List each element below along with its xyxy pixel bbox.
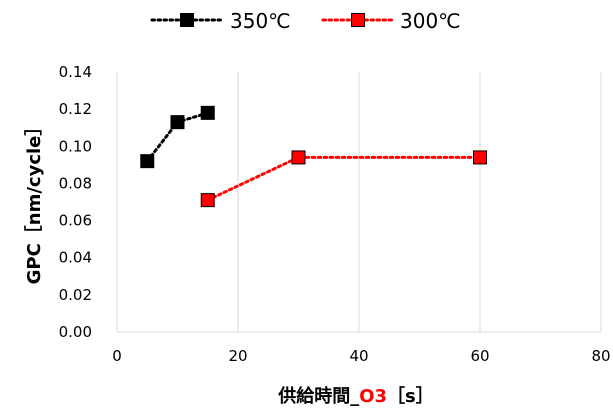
y-tick-label: 0.10 <box>59 137 92 155</box>
grid <box>116 72 602 333</box>
x-tick-label: 60 <box>470 347 489 365</box>
x-axis-title-prefix: 供給時間_ <box>277 385 359 407</box>
x-axis-title: 供給時間_O3［s］ <box>277 385 434 407</box>
series-layer <box>140 105 487 208</box>
data-point <box>291 150 306 165</box>
legend: 350℃ 300℃ <box>150 9 461 33</box>
legend-item-1: 350℃ <box>150 9 291 33</box>
y-axis-title: GPC［nm/cycle］ <box>23 118 45 285</box>
x-tick-label: 40 <box>349 347 368 365</box>
y-tick-label: 0.08 <box>59 174 92 192</box>
y-tick-label: 0.04 <box>59 249 92 267</box>
x-axis-ticks: 0 20 40 60 80 <box>112 347 610 365</box>
series-2 <box>200 150 487 208</box>
data-point <box>170 115 185 130</box>
legend-label: 350℃ <box>230 9 291 33</box>
legend-marker <box>351 13 365 27</box>
y-tick-label: 0.00 <box>59 323 92 341</box>
x-tick-label: 80 <box>591 347 610 365</box>
y-tick-label: 0.12 <box>59 100 92 118</box>
legend-marker <box>180 13 194 27</box>
x-tick-label: 0 <box>112 347 122 365</box>
y-tick-label: 0.14 <box>59 63 92 81</box>
x-axis-title-suffix: ［s］ <box>387 385 434 407</box>
legend-label: 300℃ <box>400 9 461 33</box>
data-point <box>473 150 487 165</box>
data-point <box>200 193 215 208</box>
series-line <box>206 155 482 202</box>
legend-item-2: 300℃ <box>321 9 461 33</box>
x-axis-title-highlight: O3 <box>359 386 387 407</box>
y-axis-ticks: 0.00 0.02 0.04 0.06 0.08 0.10 0.12 0.14 <box>59 63 92 341</box>
data-point <box>200 105 215 120</box>
data-point <box>140 154 155 169</box>
series-1 <box>140 105 215 169</box>
y-tick-label: 0.06 <box>59 212 92 230</box>
x-tick-label: 20 <box>228 347 247 365</box>
y-tick-label: 0.02 <box>59 286 92 304</box>
